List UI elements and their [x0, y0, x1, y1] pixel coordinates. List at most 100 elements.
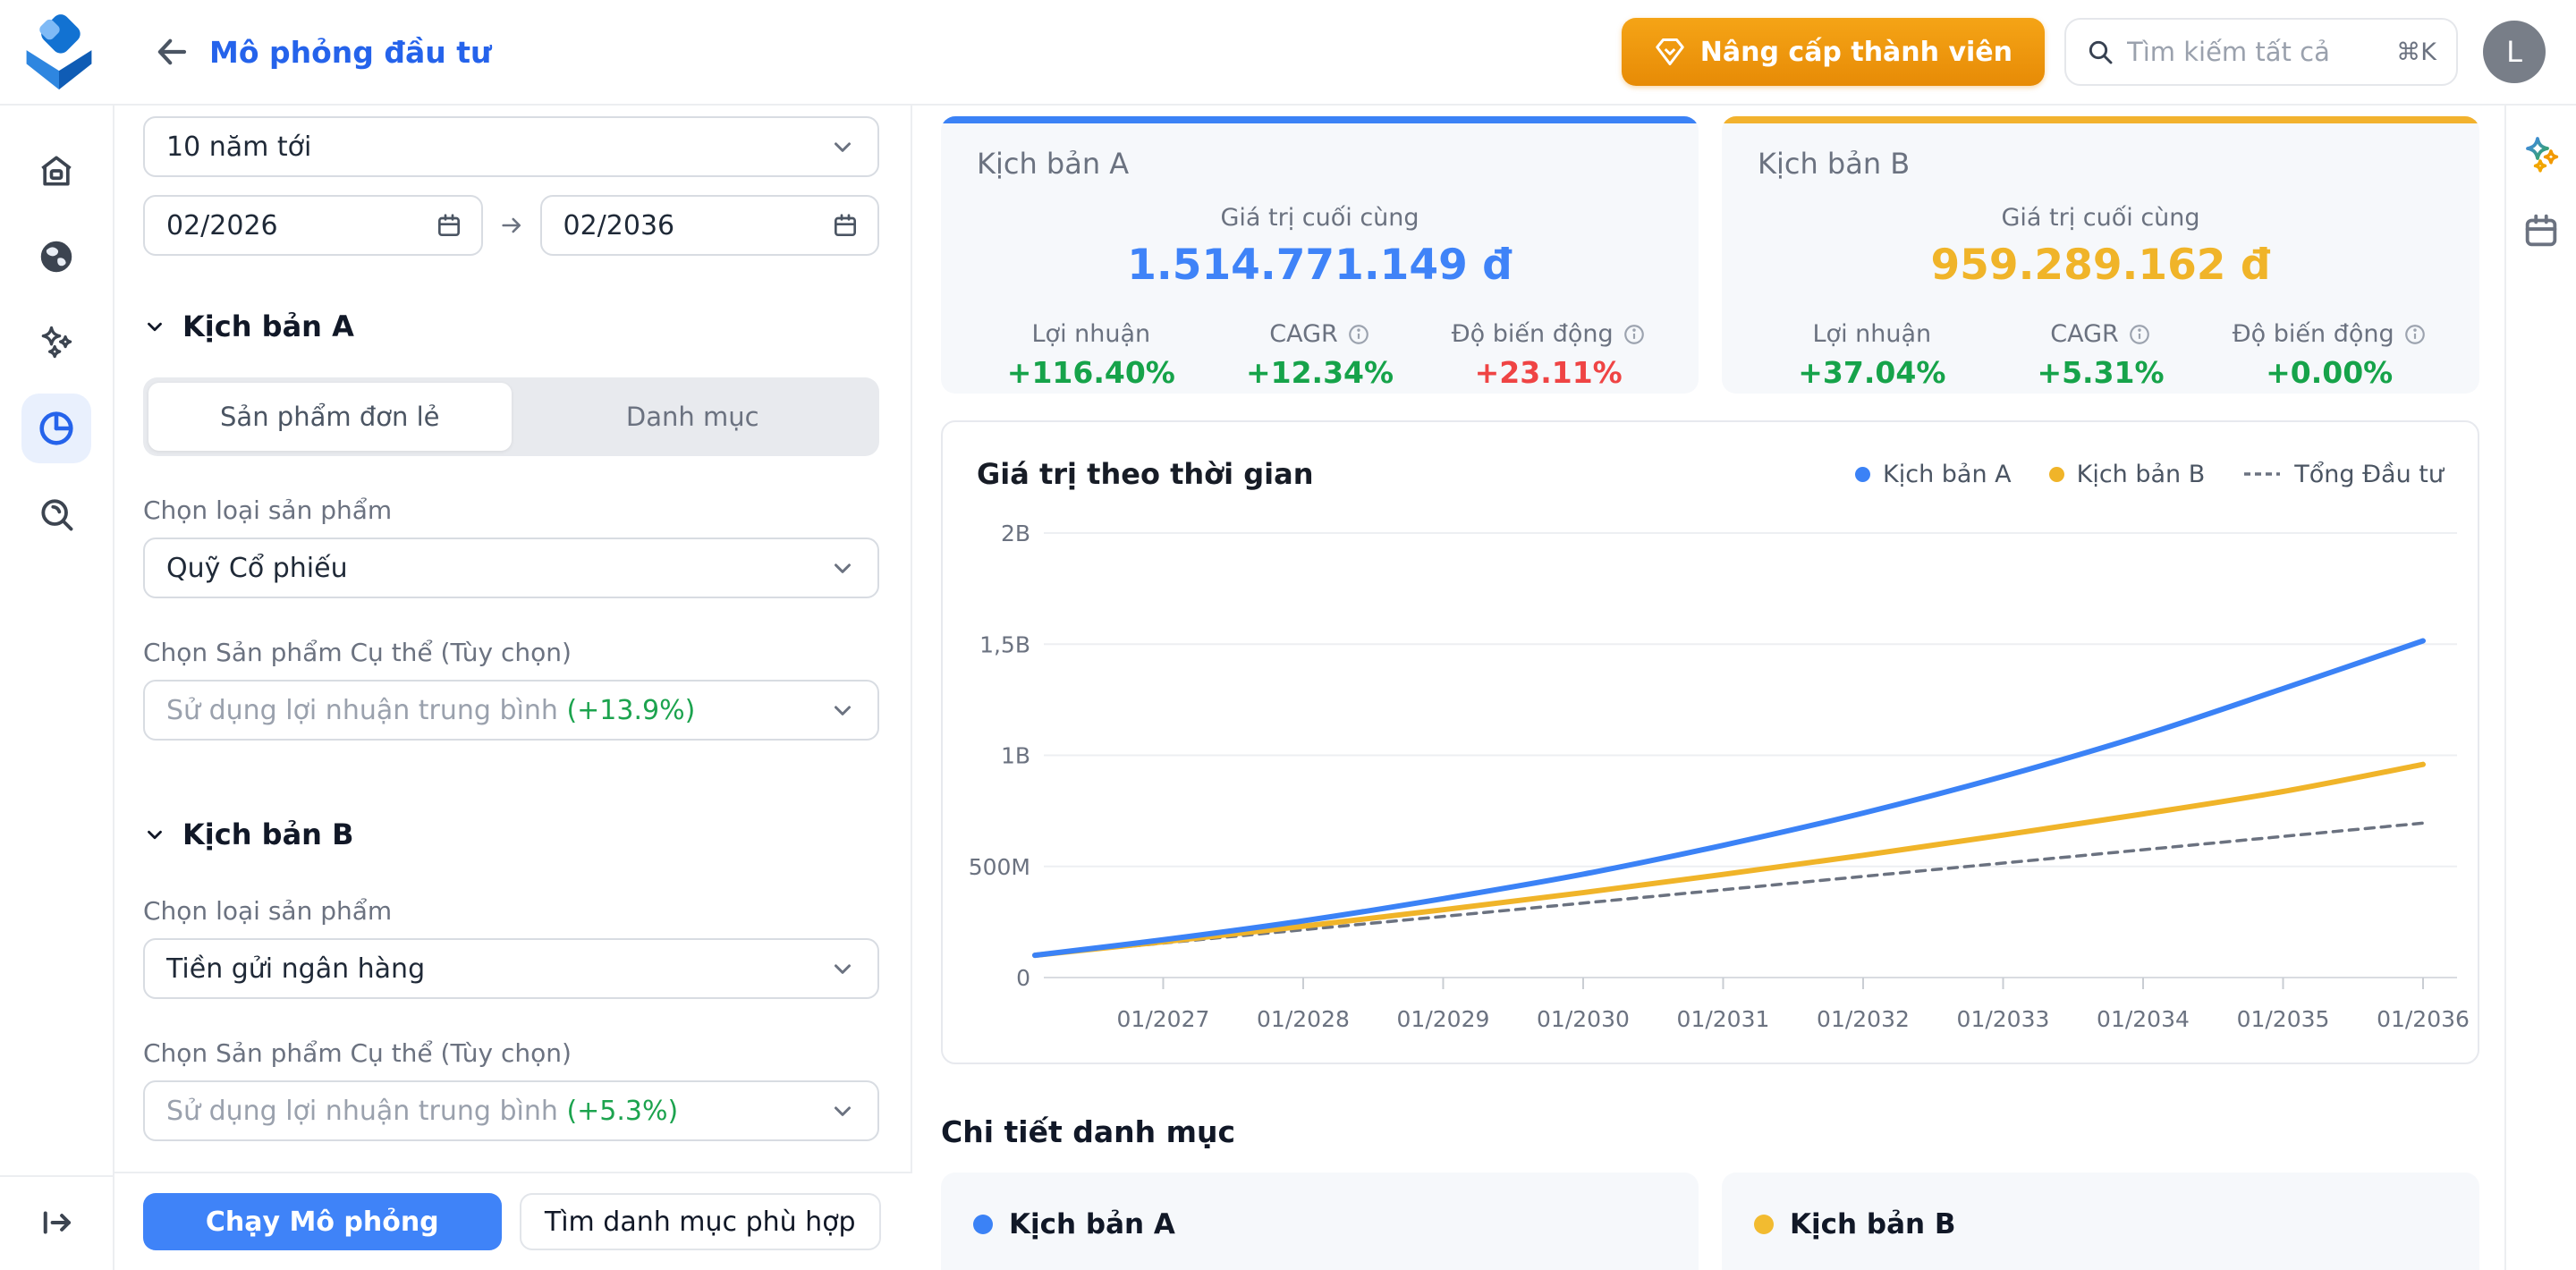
product-type-select-b[interactable]: Tiền gửi ngân hàng — [143, 938, 879, 999]
svg-text:1B: 1B — [1001, 743, 1030, 769]
sidebar-item-simulation[interactable] — [21, 394, 91, 463]
sidebar-item-screener[interactable] — [21, 479, 91, 549]
horizon-select[interactable]: 10 năm tới — [143, 116, 879, 177]
portfolio-card-a-label: Kịch bản A — [1009, 1208, 1175, 1240]
events-calendar-button[interactable] — [2516, 206, 2566, 256]
search-insights-icon — [41, 499, 73, 531]
avatar[interactable]: L — [2483, 21, 2546, 83]
legend-label: Kịch bản A — [1883, 460, 2012, 488]
product-type-value-b: Tiền gửi ngân hàng — [166, 952, 426, 985]
info-icon[interactable] — [1347, 323, 1370, 346]
specific-product-select-b[interactable]: Sử dụng lợi nhuận trung bình (+5.3%) — [143, 1080, 879, 1141]
chevron-down-icon — [835, 1106, 851, 1116]
chevron-down-icon — [835, 142, 851, 152]
sparkles-icon — [41, 326, 72, 359]
card-a-accent-bar — [941, 116, 1699, 123]
svg-text:01/2033: 01/2033 — [1957, 1006, 2050, 1032]
scenario-a-mode-tabs: Sản phẩm đơn lẻ Danh mục — [143, 377, 879, 456]
right-tool-rail — [2504, 106, 2576, 1270]
card-b-final-label: Giá trị cuối cùng — [2001, 204, 2200, 232]
globe-icon — [40, 241, 72, 273]
specific-product-return-a: (+13.9%) — [566, 694, 696, 726]
product-type-value-a: Quỹ Cổ phiếu — [166, 552, 348, 584]
calendar-icon — [2525, 214, 2557, 247]
sidebar-item-ai[interactable] — [21, 308, 91, 377]
horizon-value: 10 năm tới — [166, 131, 312, 163]
date-to-value: 02/2036 — [563, 209, 675, 241]
collapse-sidebar-icon — [43, 1211, 72, 1234]
metric-profit-a: Lợi nhuận +116.40% — [977, 320, 1206, 390]
upgrade-membership-button[interactable]: Nâng cấp thành viên — [1621, 18, 2045, 86]
chevron-down-icon — [835, 563, 851, 573]
info-icon[interactable] — [2128, 323, 2151, 346]
legend-item-total-invested[interactable]: Tổng Đầu tư — [2242, 461, 2444, 488]
scenario-a-title: Kịch bản A — [182, 309, 354, 343]
back-button[interactable] — [147, 27, 197, 77]
portfolio-card-b-label: Kịch bản B — [1790, 1208, 1956, 1240]
svg-text:01/2027: 01/2027 — [1117, 1006, 1210, 1032]
scenario-b-section-toggle[interactable]: Kịch bản B — [143, 817, 879, 851]
svg-text:0: 0 — [1016, 965, 1030, 991]
svg-text:2B: 2B — [1001, 521, 1030, 546]
card-a-title: Kịch bản A — [977, 147, 1130, 181]
svg-text:01/2036: 01/2036 — [2377, 1006, 2470, 1032]
line-chart: 0 500M 1B 1,5B 2B 01/2027 01/2028 01/2029 01/203… — [969, 521, 2470, 1032]
tab-single-product[interactable]: Sản phẩm đơn lẻ — [148, 383, 512, 451]
page-title: Mô phỏng đầu tư — [209, 34, 492, 70]
metric-profit-b: Lợi nhuận +37.04% — [1758, 320, 1987, 390]
app-logo-icon[interactable] — [14, 7, 104, 97]
product-type-select-a[interactable]: Quỹ Cổ phiếu — [143, 538, 879, 598]
ai-assistant-button[interactable] — [2516, 131, 2566, 181]
search-shortcut: ⌘K — [2396, 38, 2436, 66]
chart-title: Giá trị theo thời gian — [977, 457, 1314, 491]
metric-label: Lợi nhuận — [1031, 320, 1151, 348]
metric-label: Độ biến động — [2232, 320, 2394, 348]
simulation-config-panel: 10 năm tới 02/2026 02/2036 Kịch b — [114, 106, 912, 1270]
specific-product-value-a: Sử dụng lợi nhuận trung bình — [166, 694, 558, 726]
metric-cagr-b: CAGR +5.31% — [1987, 320, 2216, 390]
legend-dot-blue — [1855, 466, 1871, 482]
search-icon — [2089, 40, 2113, 64]
date-from-value: 02/2026 — [166, 209, 278, 241]
specific-product-return-b: (+5.3%) — [566, 1095, 679, 1127]
top-header: Mô phỏng đầu tư Nâng cấp thành viên ⌘K L — [0, 0, 2576, 106]
calendar-icon — [437, 214, 460, 236]
date-to-input[interactable]: 02/2036 — [539, 195, 879, 256]
legend-item-scenario-b[interactable]: Kịch bản B — [2048, 461, 2205, 488]
svg-text:01/2029: 01/2029 — [1397, 1006, 1490, 1032]
tab-portfolio[interactable]: Danh mục — [625, 402, 759, 432]
metric-cagr-a: CAGR +12.34% — [1206, 320, 1435, 390]
card-b-title: Kịch bản B — [1758, 147, 1911, 181]
card-b-final-value: 959.289.162 đ — [1930, 241, 2271, 290]
portfolio-detail-title: Chi tiết danh mục — [941, 1114, 1236, 1149]
sidebar-item-home[interactable] — [21, 136, 91, 206]
metric-label: CAGR — [2050, 320, 2119, 348]
info-icon[interactable] — [1623, 323, 1646, 346]
scenario-a-section-toggle[interactable]: Kịch bản A — [143, 309, 879, 343]
svg-text:500M: 500M — [969, 854, 1030, 880]
specific-product-value-b: Sử dụng lợi nhuận trung bình — [166, 1095, 558, 1127]
panel-footer: Chạy Mô phỏng Tìm danh mục phù hợp — [114, 1172, 912, 1270]
chevron-down-icon — [835, 964, 851, 974]
chart-legend: Kịch bản A Kịch bản B Tổng Đầu tư — [1855, 461, 2444, 488]
card-b-accent-bar — [1722, 116, 2479, 123]
metric-value: +37.04% — [1798, 355, 1946, 390]
sidebar-item-market[interactable] — [21, 222, 91, 292]
run-simulation-button[interactable]: Chạy Mô phỏng — [143, 1193, 502, 1250]
chevron-down-icon — [148, 830, 162, 840]
info-icon[interactable] — [2403, 323, 2427, 346]
left-icon-rail — [0, 106, 114, 1270]
svg-text:01/2034: 01/2034 — [2097, 1006, 2190, 1032]
metric-label: Độ biến động — [1451, 320, 1614, 348]
date-from-input[interactable]: 02/2026 — [143, 195, 483, 256]
metric-value: +23.11% — [1474, 355, 1623, 390]
legend-item-scenario-a[interactable]: Kịch bản A — [1855, 461, 2012, 488]
product-type-label-b: Chọn loại sản phẩm — [143, 896, 393, 926]
metric-label: Lợi nhuận — [1812, 320, 1932, 348]
dashed-line-icon — [2244, 472, 2281, 476]
collapse-sidebar-button[interactable] — [21, 1188, 91, 1257]
find-portfolio-button[interactable]: Tìm danh mục phù hợp — [519, 1193, 881, 1250]
specific-product-select-a[interactable]: Sử dụng lợi nhuận trung bình (+13.9%) — [143, 680, 879, 741]
search-input[interactable] — [2127, 37, 2385, 67]
card-a-final-label: Giá trị cuối cùng — [1220, 204, 1419, 232]
